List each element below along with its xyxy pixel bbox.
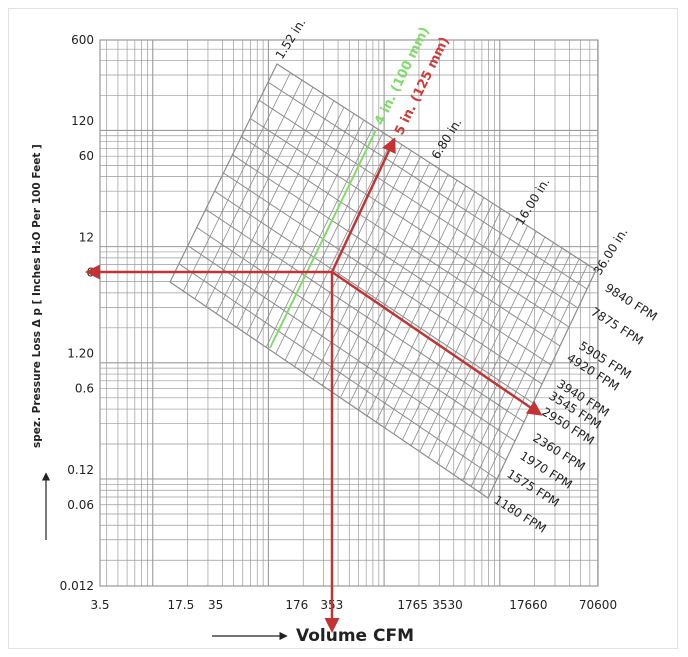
log-grid [99,39,599,587]
y-tick-label: 0.6 [75,382,94,396]
y-tick-label: 0.06 [67,498,94,512]
y-tick-label: 12 [79,230,94,244]
velocity-line [223,172,543,385]
diameter-label-3: 16.00 in. [513,175,553,227]
x-tick-label: 3.5 [90,598,109,612]
y-tick-label: 600 [71,33,94,47]
y-tick-label: 60 [79,149,94,163]
velocity-line [178,263,498,480]
diameter-line-4in [269,129,377,349]
velocity-line [205,208,525,423]
chart-frame [8,8,678,649]
y-tick-label: 1.20 [67,347,94,361]
x-tick-label: 1765 [397,598,428,612]
y-tick-label: 0.012 [60,579,94,593]
x-tick-label: 3530 [432,598,463,612]
x-tick-label: 17.5 [168,598,195,612]
diameter-label-4: 36.00 in. [591,225,631,277]
velocity-line [214,190,534,404]
velocity-line [232,154,552,366]
y-tick-label: 0.12 [67,463,94,477]
velocity-line [249,118,570,328]
x-tick-label: 176 [285,598,308,612]
x-tick-label: 70600 [579,598,617,612]
velocity-line [196,227,516,442]
velocity-line [258,99,579,309]
velocity-line [241,136,561,347]
nomogram-grid [169,63,597,499]
velocity-reading-arrow [331,270,543,416]
x-tick-label: 17660 [509,598,547,612]
diameter-line-5in [330,137,396,273]
velocity-line [267,81,588,290]
diameter-label-2: 6.80 in. [429,116,465,162]
axis-ticks: 3.517.5351763531765353017660706006001206… [60,33,617,612]
y-tick-label: 120 [71,114,94,128]
x-axis-label: Volume CFM [296,626,414,646]
velocity-line [187,245,507,461]
x-tick-label: 35 [208,598,223,612]
y-axis-label: spez. Pressure Loss Δ p [ Inches H₂O Per… [31,144,43,448]
